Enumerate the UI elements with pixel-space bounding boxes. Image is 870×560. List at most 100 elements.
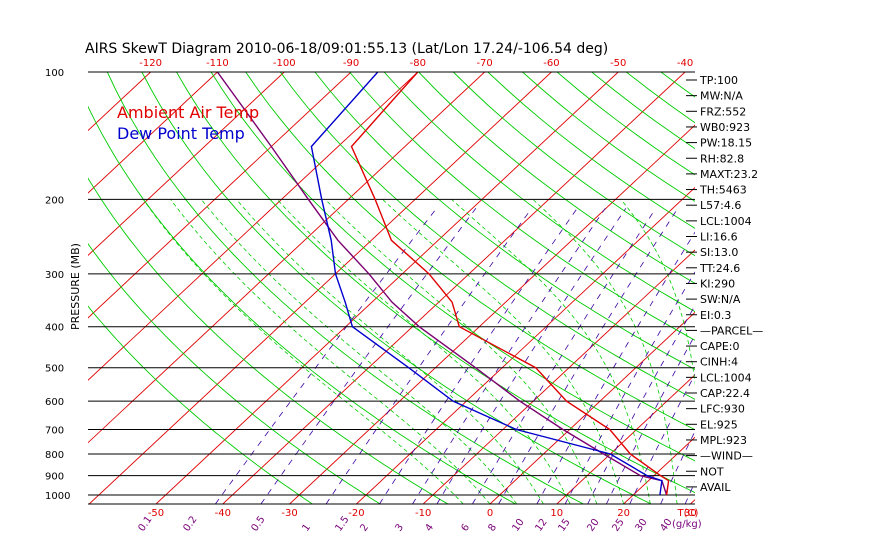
moist-adiabat-line xyxy=(532,199,678,504)
isotherm-line xyxy=(824,72,870,504)
moist-adiabat-line xyxy=(324,199,598,504)
stability-index: —WIND— xyxy=(700,450,753,463)
stability-index: MPL:923 xyxy=(700,434,747,447)
mixing-ratio-tick-label: 0.5 xyxy=(249,514,267,533)
pressure-tick-label: 900 xyxy=(45,472,64,483)
moist-adiabat-line xyxy=(382,199,624,504)
dry-adiabat-line xyxy=(418,72,695,284)
pressure-tick-label: 200 xyxy=(45,195,64,206)
dry-adiabat-line xyxy=(383,72,695,313)
sounding-traces xyxy=(216,72,670,496)
diagram-grid xyxy=(0,72,870,504)
dry-adiabat-line xyxy=(660,72,695,98)
mixing-ratio-line xyxy=(587,304,695,504)
stability-index: L57:4.6 xyxy=(700,199,741,212)
pressure-tick-label: 100 xyxy=(45,68,64,79)
mixing-ratio-tick-label: 3 xyxy=(393,522,406,534)
pressure-tick-label: 700 xyxy=(45,426,64,437)
pressure-tick-label: 600 xyxy=(45,397,64,408)
dry-adiabat-line xyxy=(522,72,695,202)
top-temp-tick-label: -50 xyxy=(610,58,626,69)
mixing-ratio-line xyxy=(436,208,627,504)
mixing-ratio-line xyxy=(536,231,695,504)
isotherm-line xyxy=(356,186,695,504)
mixing-ratio-tick-label: 8 xyxy=(486,522,499,534)
mixing-ratio-line xyxy=(660,430,695,504)
mixing-ratio-line xyxy=(605,334,695,504)
mixing-ratio-unit-label: (g/kg) xyxy=(672,519,702,530)
stability-index: KI:290 xyxy=(700,277,735,290)
dry-adiabat-line xyxy=(349,72,695,341)
isotherm-line xyxy=(222,72,686,504)
bottom-temp-tick-label: -50 xyxy=(148,508,164,519)
stability-index: LCL:1004 xyxy=(700,371,752,384)
stability-index: LFC:930 xyxy=(700,403,745,416)
stability-index: CAP:22.4 xyxy=(700,387,750,400)
stability-index: CINH:4 xyxy=(700,356,738,369)
top-temp-tick-label: -80 xyxy=(410,58,426,69)
isotherm-line xyxy=(88,72,285,257)
stability-index: TP:100 xyxy=(699,74,738,87)
dry-adiabat-line xyxy=(245,72,695,431)
mixing-ratio-line xyxy=(472,208,657,504)
moist-adiabat-line xyxy=(170,199,491,504)
mixing-ratio-tick-label: 1 xyxy=(300,522,313,534)
isotherm-line xyxy=(757,72,870,504)
bottom-temp-tick-label: -40 xyxy=(215,508,231,519)
pressure-tick-label: 300 xyxy=(45,270,64,281)
bottom-temp-tick-label: 10 xyxy=(550,508,563,519)
mixing-ratio-line xyxy=(379,208,578,504)
isotherm-line xyxy=(0,72,17,504)
moist-adiabat-line xyxy=(200,199,518,504)
bottom-temp-tick-label: 30 xyxy=(684,508,697,519)
stability-index: MW:N/A xyxy=(700,90,743,103)
pressure-tick-label: 500 xyxy=(45,364,64,375)
stability-index: AVAIL xyxy=(700,481,731,494)
temp-unit-label: T(C) xyxy=(677,508,699,519)
legend-air-temp: Ambient Air Temp xyxy=(117,103,259,122)
top-temp-tick-label: -60 xyxy=(543,58,559,69)
isotherm-line xyxy=(88,72,218,194)
top-temp-tick-label: -110 xyxy=(206,58,229,69)
stability-index: RH:82.8 xyxy=(700,152,744,165)
isotherm-line xyxy=(289,124,695,504)
moist-adiabat-line xyxy=(451,199,651,504)
dry-adiabat-line xyxy=(487,72,695,229)
mixing-ratio-tick-label: 30 xyxy=(633,517,649,534)
mixing-ratio-tick-label: 20 xyxy=(585,517,601,534)
mixing-ratio-tick-label: 15 xyxy=(556,517,572,534)
stability-index: TT:24.6 xyxy=(699,262,740,275)
dry-adiabat-line xyxy=(88,105,516,504)
air-temp-trace xyxy=(350,72,670,496)
moist-adiabat-line xyxy=(142,199,464,504)
dry-adiabat-line xyxy=(141,72,652,504)
isotherm-line xyxy=(88,72,419,381)
stability-index: PW:18.15 xyxy=(700,137,752,150)
bottom-temp-tick-label: 0 xyxy=(487,508,493,519)
mixing-ratio-tick-label: 10 xyxy=(510,517,526,534)
stability-index: CAPE:0 xyxy=(700,340,740,353)
mixing-ratio-line xyxy=(325,208,533,504)
bottom-temp-tick-label: 20 xyxy=(617,508,630,519)
mixing-ratio-tick-label: 12 xyxy=(533,517,549,534)
dry-adiabat-line xyxy=(106,72,584,504)
mixing-ratio-tick-label: 2 xyxy=(358,522,371,534)
mixing-ratio-line xyxy=(738,208,870,504)
stability-index: —PARCEL— xyxy=(700,324,763,337)
legend-dew-point: Dew Point Temp xyxy=(117,124,245,143)
isotherm-line xyxy=(88,72,552,504)
moist-adiabat-line xyxy=(276,199,571,504)
isotherm-line xyxy=(155,72,619,504)
stability-index: TH:5463 xyxy=(699,184,747,197)
bottom-temp-tick-label: -30 xyxy=(281,508,297,519)
pressure-tick-label: 1000 xyxy=(45,491,70,502)
stability-indices-panel: TP:100 MW:N/A FRZ:552 WB0:923 PW:18.15 RH:82.… xyxy=(686,74,763,494)
mixing-ratio-tick-label: 0.2 xyxy=(181,514,199,533)
isotherm-line xyxy=(88,72,352,319)
top-temp-tick-label: -70 xyxy=(476,58,492,69)
mixing-ratio-line xyxy=(498,208,679,504)
stability-index: SI:13.0 xyxy=(700,246,738,259)
stability-index: FRZ:552 xyxy=(700,105,746,118)
mixing-ratio-line xyxy=(629,373,695,504)
